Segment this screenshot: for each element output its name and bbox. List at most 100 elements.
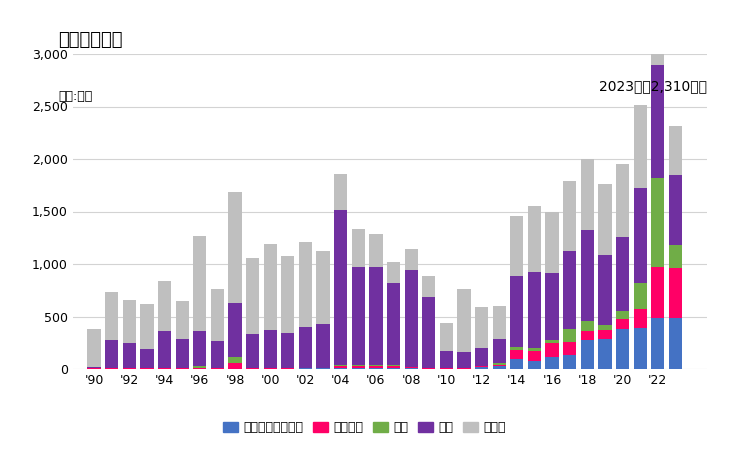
- Bar: [493, 365, 506, 366]
- Bar: [616, 237, 629, 311]
- Bar: [387, 368, 400, 369]
- Bar: [334, 365, 347, 366]
- Bar: [193, 331, 206, 366]
- Bar: [193, 366, 206, 369]
- Bar: [281, 333, 295, 368]
- Bar: [122, 343, 136, 368]
- Bar: [599, 338, 612, 369]
- Bar: [634, 105, 647, 189]
- Bar: [105, 292, 118, 340]
- Bar: [211, 341, 224, 368]
- Bar: [228, 192, 241, 302]
- Bar: [140, 304, 154, 349]
- Bar: [563, 342, 577, 356]
- Bar: [668, 245, 682, 268]
- Bar: [475, 348, 488, 366]
- Bar: [405, 367, 418, 369]
- Bar: [545, 274, 558, 340]
- Bar: [651, 0, 664, 64]
- Bar: [440, 323, 453, 351]
- Bar: [599, 325, 612, 330]
- Bar: [599, 255, 612, 325]
- Bar: [616, 164, 629, 237]
- Bar: [351, 229, 365, 266]
- Bar: [334, 174, 347, 210]
- Text: 単位:トン: 単位:トン: [58, 90, 93, 103]
- Bar: [493, 306, 506, 338]
- Bar: [299, 368, 312, 369]
- Bar: [493, 338, 506, 363]
- Bar: [528, 272, 541, 348]
- Bar: [528, 206, 541, 272]
- Bar: [545, 340, 558, 343]
- Bar: [264, 330, 277, 368]
- Bar: [475, 367, 488, 369]
- Bar: [616, 329, 629, 369]
- Text: 輸出量の推移: 輸出量の推移: [58, 32, 122, 50]
- Bar: [351, 366, 365, 368]
- Bar: [510, 350, 523, 359]
- Bar: [246, 258, 260, 334]
- Bar: [299, 242, 312, 327]
- Bar: [651, 318, 664, 369]
- Bar: [581, 159, 594, 230]
- Bar: [599, 184, 612, 255]
- Bar: [563, 181, 577, 252]
- Bar: [158, 331, 171, 368]
- Bar: [581, 340, 594, 369]
- Bar: [105, 340, 118, 368]
- Bar: [370, 368, 383, 369]
- Bar: [510, 347, 523, 350]
- Bar: [264, 244, 277, 330]
- Bar: [387, 284, 400, 365]
- Bar: [422, 297, 435, 368]
- Bar: [493, 366, 506, 369]
- Bar: [528, 360, 541, 369]
- Bar: [545, 357, 558, 369]
- Bar: [634, 328, 647, 369]
- Bar: [475, 307, 488, 348]
- Bar: [457, 352, 471, 368]
- Bar: [457, 289, 471, 352]
- Bar: [316, 368, 330, 369]
- Bar: [581, 230, 594, 321]
- Bar: [193, 236, 206, 331]
- Bar: [387, 365, 400, 366]
- Bar: [510, 275, 523, 347]
- Bar: [528, 351, 541, 360]
- Bar: [668, 175, 682, 245]
- Bar: [158, 281, 171, 331]
- Bar: [351, 266, 365, 365]
- Bar: [228, 364, 241, 369]
- Bar: [176, 301, 189, 339]
- Bar: [370, 366, 383, 368]
- Bar: [668, 318, 682, 369]
- Bar: [281, 256, 295, 333]
- Bar: [581, 321, 594, 331]
- Bar: [581, 331, 594, 340]
- Bar: [563, 252, 577, 329]
- Bar: [616, 311, 629, 319]
- Bar: [370, 365, 383, 366]
- Bar: [634, 283, 647, 309]
- Bar: [651, 178, 664, 267]
- Bar: [211, 289, 224, 341]
- Bar: [387, 366, 400, 368]
- Bar: [563, 329, 577, 342]
- Bar: [370, 234, 383, 266]
- Bar: [563, 356, 577, 369]
- Bar: [422, 276, 435, 297]
- Bar: [599, 330, 612, 338]
- Bar: [651, 64, 664, 178]
- Bar: [299, 327, 312, 368]
- Bar: [510, 216, 523, 275]
- Bar: [228, 302, 241, 357]
- Bar: [545, 343, 558, 357]
- Bar: [316, 324, 330, 368]
- Bar: [122, 300, 136, 343]
- Bar: [634, 309, 647, 328]
- Bar: [405, 249, 418, 270]
- Bar: [351, 368, 365, 369]
- Bar: [246, 334, 260, 368]
- Bar: [668, 268, 682, 318]
